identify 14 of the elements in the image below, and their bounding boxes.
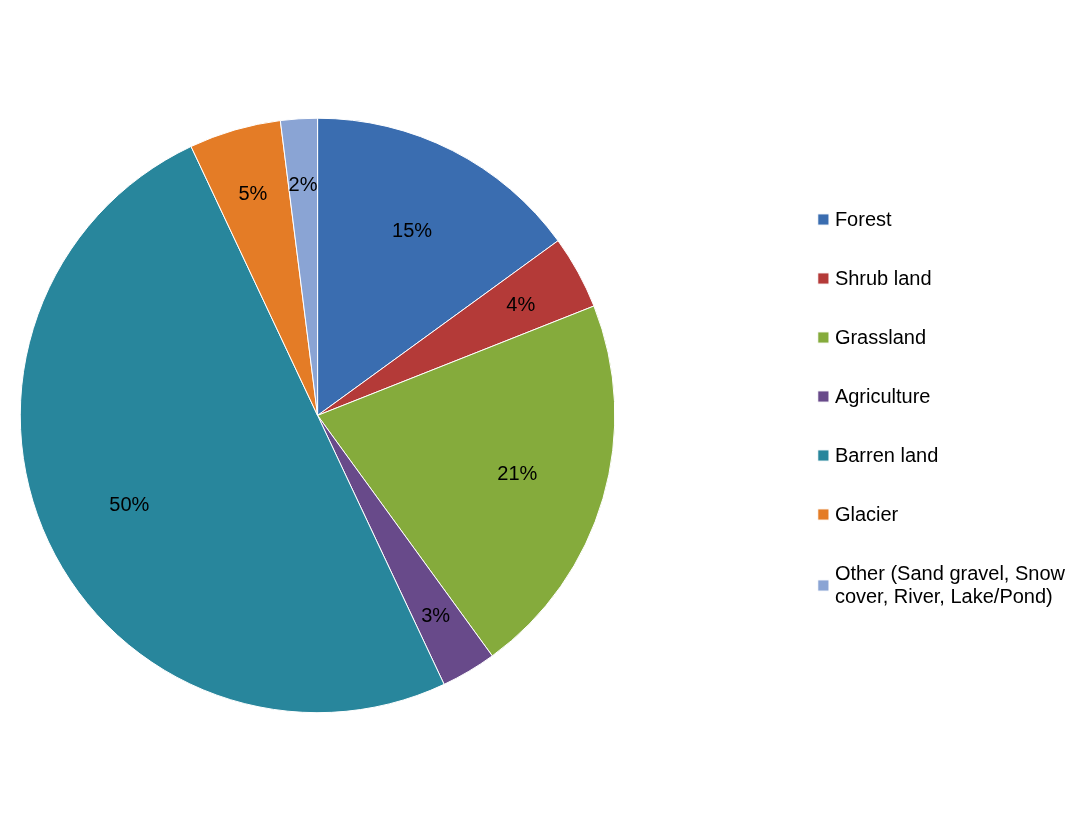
data-label: 2% (288, 173, 318, 196)
legend-label: Glacier (834, 502, 899, 526)
data-label: 5% (238, 181, 268, 204)
data-label: 21% (497, 462, 538, 485)
legend-label: Forest (834, 207, 892, 231)
legend-label: Agriculture (834, 384, 931, 408)
legend-label: Other (Sand gravel, Snow cover, River, Lake/Pond) (834, 561, 1065, 608)
legend-label: Barren land (834, 443, 939, 467)
data-label: 15% (392, 219, 433, 242)
legend-label: Grassland (834, 325, 927, 349)
data-label: 3% (421, 603, 451, 626)
data-label: 50% (109, 492, 150, 515)
data-label: 4% (506, 292, 536, 315)
legend-label: Shrub land (834, 266, 932, 290)
